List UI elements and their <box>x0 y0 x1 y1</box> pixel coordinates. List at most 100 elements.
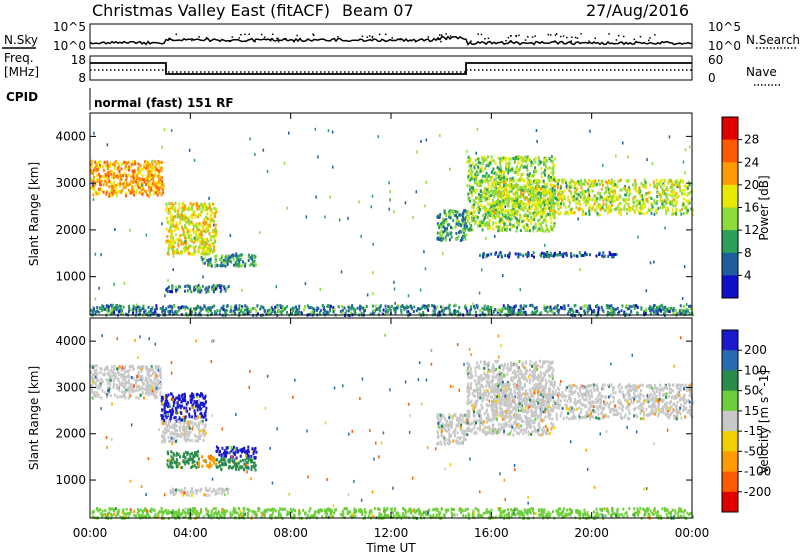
power-cell <box>570 252 573 256</box>
power-cell <box>193 285 196 289</box>
power-cell <box>199 246 202 250</box>
power-cell <box>560 202 562 206</box>
power-cell <box>485 207 488 211</box>
nsearch-point <box>440 34 443 36</box>
nsearch-point <box>555 33 558 35</box>
power-cell <box>339 218 341 222</box>
power-cell <box>90 308 93 312</box>
power-cell <box>425 138 428 142</box>
power-cell <box>165 239 168 243</box>
power-cell <box>178 222 181 226</box>
velocity-cell <box>172 395 175 399</box>
power-cell <box>497 255 500 258</box>
power-cell <box>104 174 107 178</box>
power-cell <box>223 308 226 312</box>
power-cell <box>232 255 235 259</box>
power-cell <box>194 245 197 249</box>
nsearch-point <box>648 39 650 42</box>
power-cell <box>623 310 626 314</box>
power-cell <box>225 309 228 312</box>
power-cell <box>210 207 213 211</box>
velocity-cell <box>196 415 199 419</box>
power-cell <box>115 307 118 311</box>
power-cell <box>652 306 655 310</box>
power-cell <box>634 304 637 308</box>
power-cell <box>492 190 495 194</box>
power-cell <box>546 167 549 171</box>
power-cell <box>666 188 669 192</box>
power-cell <box>189 244 192 248</box>
power-cell <box>610 203 613 207</box>
power-cell <box>171 284 174 288</box>
power-cell <box>223 285 226 289</box>
power-cell <box>551 228 554 232</box>
power-cell <box>178 206 181 210</box>
power-cell <box>374 304 377 308</box>
power-cell <box>175 227 178 231</box>
power-cell <box>571 198 574 202</box>
power-cell <box>584 304 587 308</box>
power-cell <box>370 205 372 209</box>
power-cell <box>490 159 493 163</box>
velocity-cell <box>152 392 155 396</box>
power-cell <box>551 167 554 171</box>
power-cell <box>207 248 210 252</box>
power-cell <box>661 202 664 206</box>
power-cell <box>458 229 461 233</box>
power-cell <box>482 255 485 259</box>
power-cell <box>622 198 625 202</box>
power-cell <box>400 309 403 313</box>
power-cell <box>204 220 207 224</box>
power-cell <box>503 170 506 174</box>
power-cell <box>513 184 516 188</box>
power-cell <box>597 311 600 315</box>
power-cell <box>495 176 498 180</box>
power-cell <box>91 171 94 174</box>
velocity-cell <box>169 409 172 413</box>
power-cell <box>142 307 145 311</box>
power-cell <box>209 257 212 261</box>
power-cell <box>146 312 149 316</box>
power-cell <box>401 304 404 308</box>
power-cell <box>594 209 597 213</box>
power-cell <box>133 160 136 164</box>
power-cell <box>399 305 402 309</box>
power-cell <box>589 204 592 208</box>
power-cell <box>659 199 662 203</box>
velocity-cell <box>139 393 142 397</box>
power-cell <box>607 209 610 213</box>
velocity-cell <box>139 375 142 379</box>
velocity-cell <box>92 391 95 395</box>
velocity-cell <box>201 394 204 398</box>
power-cell <box>160 169 163 173</box>
velocity-cell <box>176 396 179 400</box>
power-cell <box>510 213 513 216</box>
power-cell <box>685 308 688 312</box>
power-cell <box>461 238 464 241</box>
velocity-cell <box>114 371 117 375</box>
power-cell <box>488 219 491 222</box>
nave-trace <box>90 69 692 73</box>
power-cell <box>209 220 212 224</box>
power-cell <box>167 248 170 251</box>
power-cell <box>306 304 309 308</box>
power-cell <box>359 304 362 308</box>
power-cell <box>190 239 193 243</box>
power-cell <box>497 206 500 210</box>
velocity-cell <box>147 385 149 388</box>
power-cell <box>148 170 151 174</box>
power-cell <box>226 254 229 258</box>
power-cell <box>152 179 155 183</box>
power-cell <box>167 305 170 309</box>
power-cell <box>174 249 177 253</box>
velocity-cell <box>118 365 121 369</box>
plot-date: 27/Aug/2016 <box>586 1 689 20</box>
power-cell <box>584 199 587 203</box>
power-cell <box>617 205 619 209</box>
power-cell <box>249 137 251 141</box>
power-cell <box>528 211 531 215</box>
power-cell <box>382 308 385 312</box>
power-cell <box>482 312 485 316</box>
power-cell <box>137 185 140 189</box>
power-cell <box>538 199 541 203</box>
